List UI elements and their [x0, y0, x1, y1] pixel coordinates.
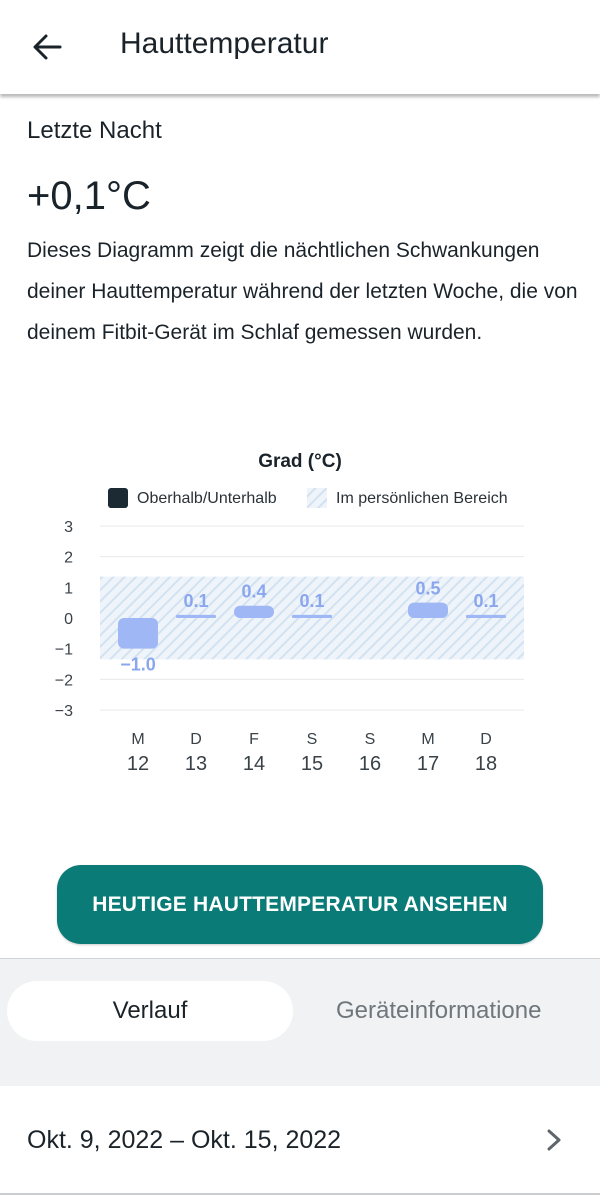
bar-value-label: 0.5 — [415, 579, 440, 599]
x-date-label: 14 — [243, 753, 265, 775]
app-bar: Hauttemperatur — [0, 0, 600, 94]
history-week-row[interactable]: Okt. 9, 2022 – Okt. 15, 2022 — [0, 1086, 600, 1194]
tab-history[interactable]: Verlauf — [7, 981, 293, 1041]
legend-swatch-above-below — [108, 488, 128, 508]
chevron-right-icon — [547, 1129, 561, 1151]
x-date-label: 13 — [185, 753, 207, 775]
bar-value-label: 0.1 — [299, 591, 324, 611]
x-day-label: D — [480, 731, 492, 748]
legend-label-above-below: Oberhalb/Unterhalb — [137, 490, 277, 507]
y-tick-label: −1 — [55, 642, 73, 659]
divider — [0, 1193, 600, 1195]
y-tick-label: −3 — [55, 703, 73, 720]
bar-value-label: 0.1 — [183, 591, 208, 611]
x-date-label: 16 — [359, 753, 381, 775]
chart-bar — [466, 614, 506, 618]
bar-value-label: 0.4 — [241, 582, 266, 602]
x-day-label: F — [249, 731, 259, 748]
chart-svg: Grad (°C) Oberhalb/Unterhalb Im persönli… — [55, 451, 524, 775]
x-day-label: D — [190, 731, 202, 748]
y-tick-label: 0 — [64, 611, 73, 628]
y-tick-label: 1 — [64, 580, 73, 597]
tab-bar: Verlauf Geräteinformatione — [0, 958, 600, 1087]
chart-bar — [234, 605, 274, 618]
history-date-range: Okt. 9, 2022 – Okt. 15, 2022 — [27, 1126, 342, 1154]
back-button[interactable] — [22, 24, 72, 70]
chart-bar — [176, 614, 216, 618]
x-day-label: S — [365, 731, 376, 748]
y-tick-label: 3 — [64, 519, 73, 536]
legend-label-personal-range: Im persönlichen Bereich — [336, 490, 508, 507]
x-day-label: S — [307, 731, 318, 748]
x-date-label: 15 — [301, 753, 323, 775]
tab-device-info[interactable]: Geräteinformatione — [336, 997, 542, 1024]
x-date-label: 12 — [127, 753, 149, 775]
x-date-label: 18 — [475, 753, 497, 775]
view-today-skin-temp-button[interactable]: HEUTIGE HAUTTEMPERATUR ANSEHEN — [57, 865, 543, 944]
y-tick-label: 2 — [64, 550, 73, 567]
last-night-label: Letzte Nacht — [27, 117, 162, 144]
chart-bar — [118, 618, 158, 649]
chart-bar — [292, 614, 332, 618]
legend-swatch-personal-range — [307, 488, 327, 508]
description-text: Dieses Diagramm zeigt die nächtlichen Sc… — [27, 239, 578, 344]
x-date-label: 17 — [417, 753, 439, 775]
y-tick-label: −2 — [55, 672, 73, 689]
chart-bar — [408, 602, 448, 618]
temperature-value: +0,1°C — [27, 174, 151, 218]
x-day-label: M — [421, 731, 434, 748]
arrow-back-icon — [33, 34, 62, 60]
bar-value-label: −1.0 — [120, 655, 156, 675]
x-day-label: M — [131, 731, 144, 748]
skin-temperature-chart: Grad (°C) Oberhalb/Unterhalb Im persönli… — [0, 440, 600, 800]
bar-value-label: 0.1 — [473, 591, 498, 611]
chart-title: Grad (°C) — [258, 451, 342, 472]
page-title: Hauttemperatur — [120, 27, 329, 60]
